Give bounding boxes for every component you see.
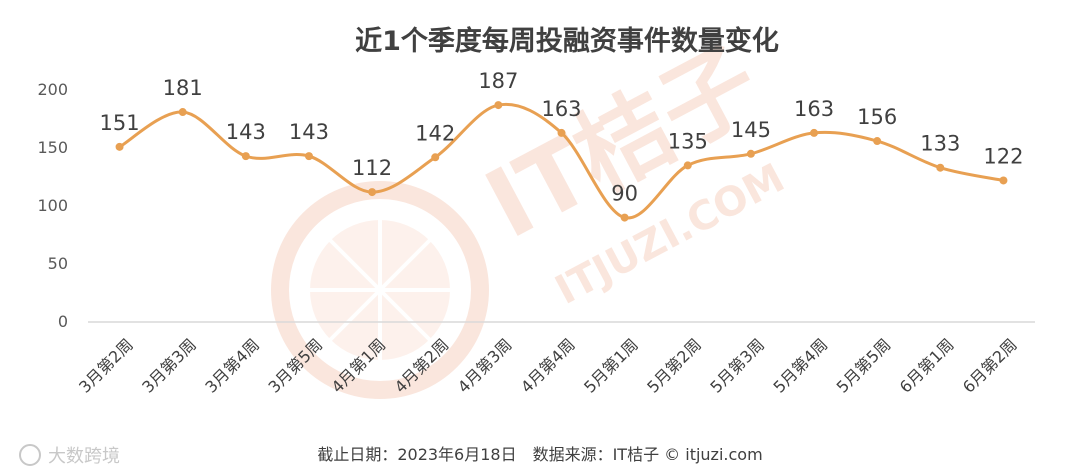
data-point: [431, 153, 440, 162]
data-point: [494, 101, 503, 110]
corner-logo-text: 大数跨境: [48, 446, 120, 467]
corner-logo: 大数跨境: [19, 444, 120, 467]
y-tick-label: 200: [37, 80, 68, 99]
x-axis: 3月第2周 3月第3周 3月第4周 3月第5周 4月第1周 4月第2周 4月第3周 4月第4周…: [75, 335, 1021, 397]
y-tick-label: 150: [37, 138, 68, 157]
x-tick-label: 3月第3周: [138, 335, 200, 397]
data-label: 142: [415, 121, 455, 145]
x-tick-label: 5月第1周: [580, 335, 642, 397]
watermark: IT桔子 ITJUZI.COM: [271, 27, 792, 399]
data-label: 163: [794, 97, 834, 121]
chart-title: 近1个季度每周投融资事件数量变化: [355, 25, 779, 57]
x-tick-label: 6月第1周: [896, 335, 958, 397]
x-tick-label: 6月第2周: [959, 335, 1021, 397]
footer-note: 截止日期：2023年6月18日 数据来源：IT桔子 © itjuzi.com: [317, 445, 762, 464]
y-tick-label: 0: [58, 312, 68, 331]
data-label: 122: [983, 144, 1023, 168]
data-point: [304, 152, 313, 161]
x-tick-label: 5月第5周: [833, 335, 895, 397]
y-tick-label: 100: [37, 196, 68, 215]
data-point: [241, 152, 250, 161]
data-label: 90: [611, 182, 638, 206]
x-tick-label: 3月第2周: [75, 335, 137, 397]
data-point: [683, 161, 692, 170]
x-tick-label: 5月第2周: [643, 335, 705, 397]
data-point: [178, 108, 187, 117]
data-point: [115, 142, 124, 151]
data-label: 187: [478, 69, 518, 93]
data-point: [368, 188, 377, 197]
data-point: [999, 176, 1008, 185]
data-point: [873, 137, 882, 146]
data-label: 145: [731, 118, 771, 142]
data-point: [746, 149, 755, 158]
data-label: 163: [541, 97, 581, 121]
data-point: [557, 128, 566, 137]
data-label: 112: [352, 156, 392, 180]
data-label: 181: [163, 76, 203, 100]
data-label: 135: [668, 129, 708, 153]
data-label: 143: [226, 120, 266, 144]
series-layer: 151 181 143 143 112 142 187 163 90 135 145 163 156 13…: [100, 69, 1023, 222]
y-tick-label: 50: [48, 254, 68, 273]
x-tick-label: 4月第4周: [517, 335, 579, 397]
data-label: 143: [289, 120, 329, 144]
data-point: [936, 163, 945, 172]
y-axis: 0 50 100 150 200: [37, 80, 68, 331]
x-tick-label: 5月第3周: [706, 335, 768, 397]
data-label: 151: [100, 111, 140, 135]
data-point: [620, 213, 629, 222]
x-tick-label: 3月第4周: [201, 335, 263, 397]
data-point: [810, 128, 819, 137]
data-label: 156: [857, 105, 897, 129]
x-tick-label: 5月第4周: [770, 335, 832, 397]
data-label: 133: [920, 132, 960, 156]
corner-logo-icon: [19, 444, 41, 466]
